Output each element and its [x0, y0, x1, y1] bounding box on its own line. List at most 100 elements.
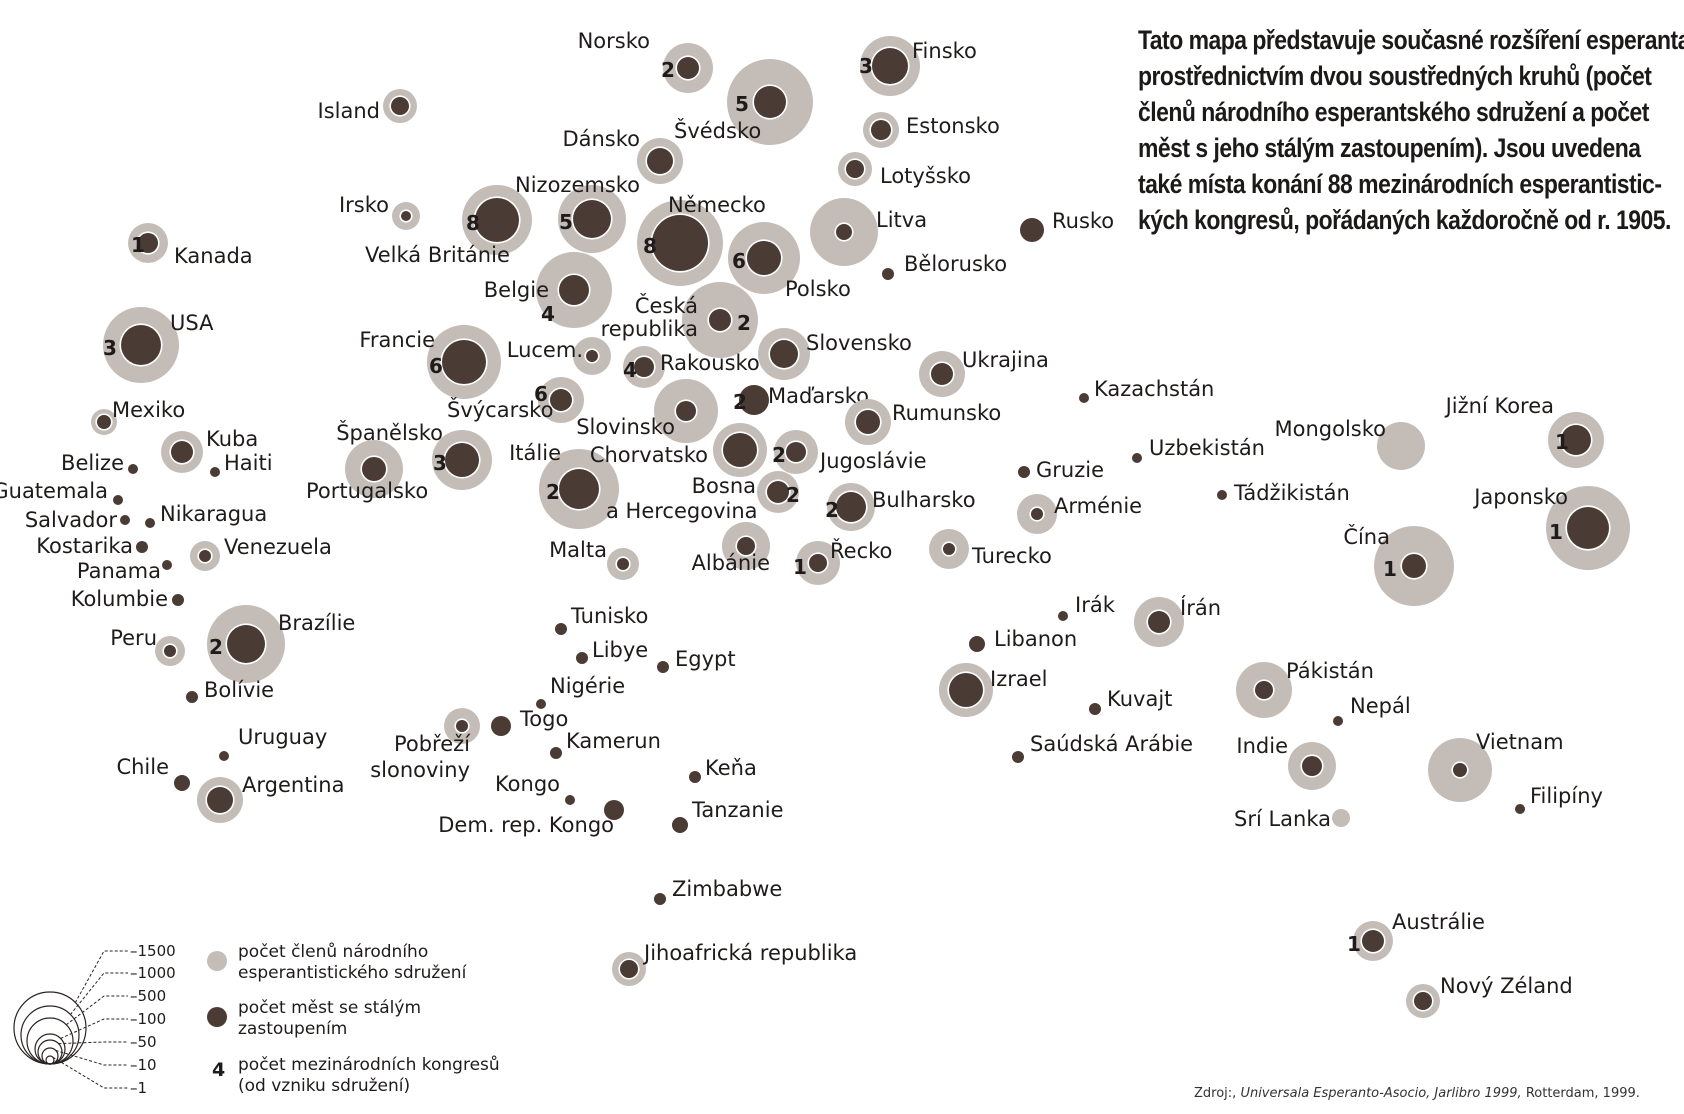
country-label: Španělsko	[336, 420, 443, 445]
country-rakousko: Rakousko 4	[623, 346, 760, 388]
country-dansko: Dánsko	[562, 127, 683, 184]
cities-circle	[442, 340, 486, 384]
description-line: prostřednictvím dvou soustředných kruhů …	[1138, 61, 1652, 91]
cities-circle	[617, 558, 629, 570]
country-irsko: Irsko	[339, 193, 420, 230]
cities-circle	[1255, 681, 1273, 699]
country-island: Island	[318, 89, 417, 123]
congress-count: 2	[733, 390, 747, 414]
cities-circle	[604, 800, 624, 820]
country-label: Jihoafrická republika	[642, 941, 857, 965]
cities-circle	[943, 543, 955, 555]
cities-circle	[1453, 763, 1467, 777]
country-albanie: Albánie	[692, 522, 770, 575]
cities-circle	[856, 410, 880, 434]
legend-scale-1500: –1500	[130, 942, 176, 960]
country-label: Portugalsko	[306, 479, 428, 503]
country-label: Slovinsko	[576, 415, 675, 439]
country-label: Mongolsko	[1275, 417, 1387, 441]
cities-circle	[872, 48, 908, 84]
cities-circle	[770, 340, 798, 368]
country-label: Libanon	[994, 627, 1077, 651]
congress-count: 2	[546, 480, 560, 504]
country-novy-zeland: Nový Zéland	[1406, 974, 1573, 1018]
country-haiti: Haiti	[208, 451, 273, 479]
congress-count: 3	[859, 54, 873, 78]
country-bulharsko: Bulharsko 2	[825, 483, 976, 531]
country-label: Pobřeží	[394, 732, 471, 756]
country-label: Kolumbie	[71, 587, 168, 611]
cities-circle	[654, 893, 666, 905]
congress-count: 1	[1555, 430, 1569, 454]
country-recko: Řecko 1	[793, 538, 892, 585]
country-iran: Írán	[1134, 595, 1221, 647]
country-nikaragua: Nikaragua	[143, 502, 267, 530]
congress-count: 6	[732, 249, 746, 273]
cities-circle	[128, 464, 138, 474]
members-circle	[1332, 809, 1350, 827]
country-chorvatsko: Chorvatsko	[590, 423, 767, 477]
country-label: Kongo	[495, 772, 560, 796]
legend-members-swatch	[207, 951, 227, 971]
country-label: Srí Lanka	[1234, 807, 1331, 831]
cities-circle	[723, 433, 757, 467]
cities-circle	[559, 469, 599, 509]
congress-count: 1	[793, 555, 807, 579]
country-label: Lotyšsko	[880, 164, 971, 188]
cities-circle	[573, 200, 611, 238]
country-brazilie: Brazílie 2	[207, 605, 355, 683]
country-label: Jižní Korea	[1444, 394, 1554, 418]
cities-circle	[1012, 751, 1024, 763]
cities-circle	[647, 148, 673, 174]
legend-cities-swatch	[207, 1007, 227, 1027]
country-peru: Peru	[110, 626, 185, 666]
legend-leader-line	[69, 972, 128, 1016]
congress-count: 1	[1549, 520, 1563, 544]
country-label: Kamerun	[566, 729, 661, 753]
cities-circle	[491, 716, 511, 736]
congress-count: 2	[786, 483, 800, 507]
country-gruzie: Gruzie	[1016, 458, 1104, 482]
legend-size-circle	[45, 1055, 55, 1065]
country-nepal: Nepál	[1331, 694, 1411, 728]
cities-circle	[747, 241, 781, 275]
country-salvador: Salvador	[25, 508, 132, 532]
congress-count: 6	[534, 382, 548, 406]
country-label: Nigérie	[550, 674, 625, 698]
country-label: Uzbekistán	[1149, 436, 1265, 460]
country-finsko: Finsko 3	[859, 36, 977, 96]
country-label: Švédsko	[674, 118, 761, 143]
country-label: Nikaragua	[160, 502, 267, 526]
cities-circle	[836, 224, 852, 240]
country-label: Egypt	[675, 647, 736, 671]
congress-count: 5	[735, 92, 749, 116]
country-guatemala: Guatemala	[0, 479, 125, 507]
country-label: Francie	[359, 328, 435, 352]
country-armenie: Arménie	[1017, 494, 1142, 534]
country-label: Haiti	[224, 451, 273, 475]
country-bolivie: Bolívie	[184, 678, 274, 705]
cities-circle	[550, 389, 572, 411]
legend-congress-symbol: 4	[212, 1059, 226, 1081]
cities-circle	[162, 560, 172, 570]
country-japonsko: Japonsko 1	[1472, 485, 1630, 570]
cities-circle	[1132, 453, 1142, 463]
country-belorusko: Bělorusko	[880, 252, 1007, 282]
cities-circle	[739, 385, 769, 415]
description-line: Tato mapa představuje současné rozšíření…	[1138, 25, 1684, 55]
source-note: Zdroj:, Universala Esperanto-Asocio, Jar…	[1194, 1086, 1640, 1101]
cities-circle	[1018, 466, 1030, 478]
congress-count: 2	[209, 635, 223, 659]
cities-circle	[1362, 930, 1384, 952]
country-nemecko: Německo 8	[637, 193, 766, 286]
country-label: Chile	[116, 755, 169, 779]
country-vietnam: Vietnam	[1428, 730, 1564, 802]
cities-circle	[559, 275, 589, 305]
country-label: Belize	[61, 451, 124, 475]
cities-circle	[120, 515, 130, 525]
